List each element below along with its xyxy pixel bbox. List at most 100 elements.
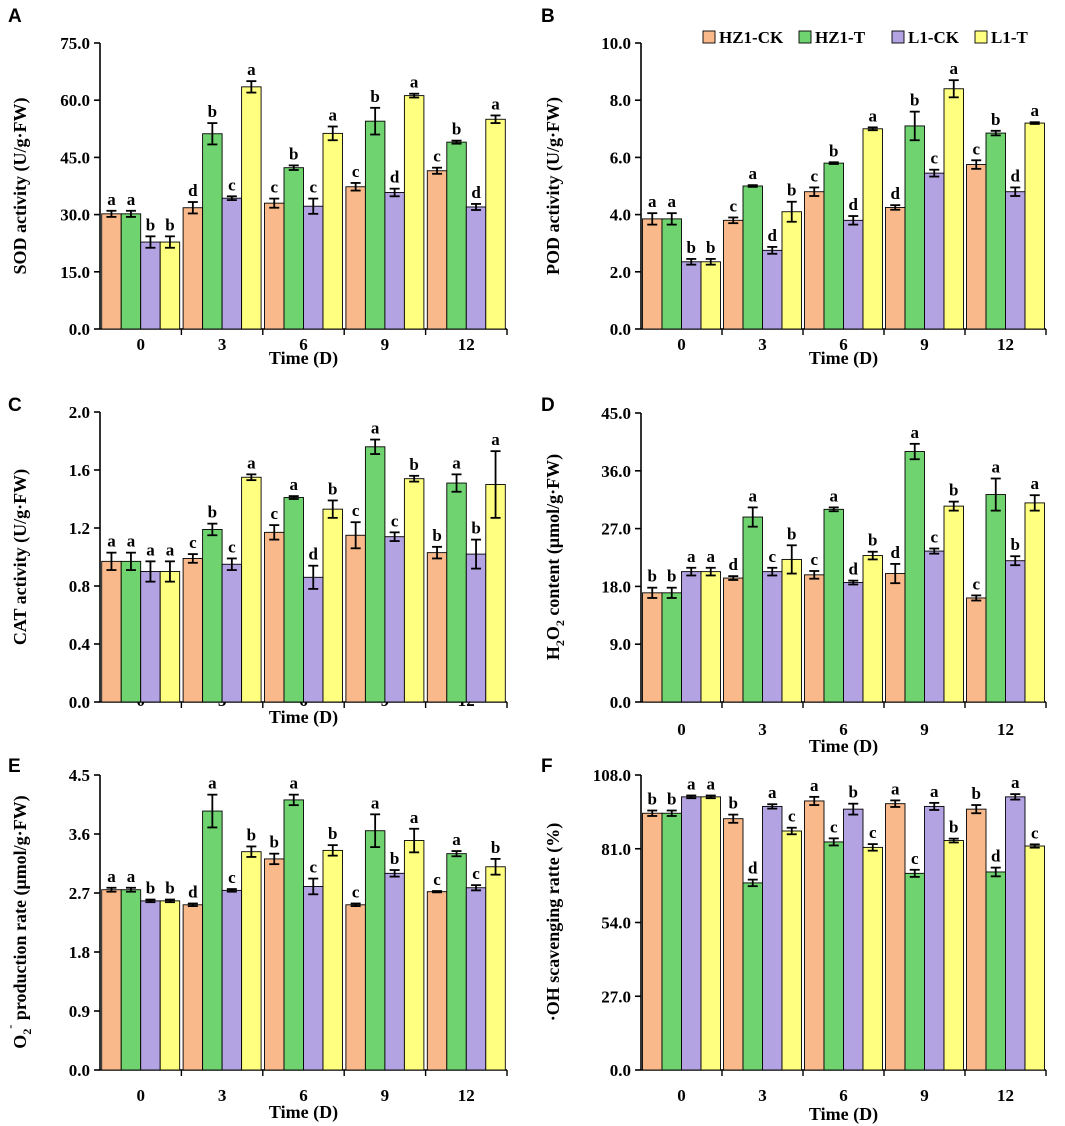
- significance-letter: c: [810, 166, 818, 185]
- bar-hz1-ck: [885, 573, 906, 703]
- bar-hz1-ck: [264, 531, 285, 703]
- x-tick-label: 6: [299, 1086, 308, 1105]
- significance-letter: a: [371, 793, 380, 812]
- significance-letter: a: [1011, 773, 1020, 792]
- significance-letter: a: [107, 190, 116, 209]
- bar-hz1-t: [283, 167, 304, 330]
- bar-hz1-t: [742, 185, 763, 330]
- bar-hz1-ck: [426, 552, 448, 703]
- significance-letter: a: [768, 783, 777, 802]
- significance-letter: a: [950, 59, 959, 78]
- bar-l1-ck: [465, 887, 487, 1071]
- significance-letter: b: [687, 238, 696, 257]
- bar-hz1-t: [823, 841, 844, 1071]
- y-tick-label: 4.5: [69, 766, 90, 785]
- significance-letter: c: [391, 511, 399, 530]
- y-tick-label: 10.0: [601, 34, 631, 53]
- y-tick-label: 54.0: [601, 914, 631, 933]
- significance-letter: b: [910, 91, 919, 110]
- bar-l1-t: [781, 830, 802, 1071]
- legend-label: L1-CK: [908, 28, 960, 47]
- x-tick-label: 12: [458, 335, 475, 354]
- x-axis-title: Time (D): [809, 348, 878, 369]
- significance-letter: a: [930, 782, 939, 801]
- y-tick-label: 30.0: [60, 206, 90, 225]
- legend-swatch-l1-t: [974, 30, 988, 44]
- bar-hz1-t: [904, 872, 925, 1071]
- panel-label: A: [8, 6, 22, 27]
- bar-l1-t: [781, 558, 802, 703]
- bar-hz1-t: [446, 853, 467, 1071]
- significance-letter: b: [787, 181, 796, 200]
- y-axis-title: SOD activity (U/g·FW): [10, 98, 31, 275]
- y-tick-label: 60.0: [60, 91, 90, 110]
- bar-hz1-ck: [723, 577, 744, 703]
- y-axis-title-part: production rate (μmol/g·FW): [10, 795, 31, 1024]
- x-tick-label: 0: [677, 335, 686, 354]
- y-tick-label: 27.0: [601, 987, 631, 1006]
- bar-l1-t: [403, 840, 425, 1071]
- significance-letter: b: [146, 215, 155, 234]
- y-axis-title-part: O: [543, 626, 563, 640]
- significance-letter: c: [352, 882, 360, 901]
- y-tick-label: 27.0: [601, 520, 631, 539]
- bar-hz1-t: [120, 889, 142, 1071]
- x-tick-label: 6: [839, 1086, 848, 1105]
- significance-letter: c: [972, 139, 980, 158]
- bar-hz1-t: [446, 141, 467, 330]
- significance-letter: a: [668, 192, 677, 211]
- legend-label: HZ1-T: [815, 28, 866, 47]
- bar-l1-t: [322, 132, 343, 330]
- bar-hz1-t: [202, 133, 223, 330]
- bar-l1-t: [159, 241, 181, 330]
- x-tick-label: 6: [839, 335, 848, 354]
- x-tick-label: 6: [839, 720, 848, 739]
- bar-l1-t: [403, 478, 425, 703]
- bar-l1-t: [241, 851, 262, 1071]
- significance-letter: b: [729, 794, 738, 813]
- bar-hz1-ck: [182, 207, 204, 330]
- y-axis-title-part: 2: [20, 1029, 34, 1035]
- bar-hz1-t: [202, 529, 223, 703]
- x-tick-label: 0: [677, 1086, 686, 1105]
- bar-hz1-ck: [642, 218, 663, 330]
- bar-hz1-t: [364, 120, 386, 330]
- significance-letter: c: [930, 149, 938, 168]
- y-tick-label: 45.0: [60, 148, 90, 167]
- bar-hz1-t: [446, 482, 467, 703]
- x-axis-title: Time (D): [809, 1104, 878, 1125]
- significance-letter: b: [146, 879, 155, 898]
- bar-l1-ck: [303, 205, 324, 330]
- panel-label: D: [541, 395, 555, 416]
- y-axis-title: H2O2 content (μmol/g·FW): [543, 454, 567, 660]
- significance-letter: a: [127, 867, 136, 886]
- y-tick-label: 2.0: [610, 263, 631, 282]
- y-tick-label: 0.9: [69, 1002, 90, 1021]
- bar-l1-ck: [384, 536, 405, 703]
- significance-letter: b: [471, 519, 480, 538]
- significance-letter: a: [911, 423, 920, 442]
- significance-letter: a: [830, 486, 839, 505]
- panel-a: A0.015.030.045.060.075.00a ab b3dbca6cbca9…: [8, 6, 508, 369]
- panel-e: E0.00.91.82.73.64.50a ab b3dacb6bacb9caba1…: [3, 756, 508, 1123]
- bar-hz1-ck: [966, 808, 987, 1071]
- bar-hz1-ck: [642, 812, 663, 1071]
- bar-l1-ck: [1005, 560, 1026, 703]
- bar-hz1-ck: [966, 164, 987, 330]
- legend: HZ1-CK HZ1-T L1-CK L1-T: [702, 28, 1029, 47]
- significance-letter: b: [491, 838, 500, 857]
- bar-l1-ck: [140, 571, 161, 703]
- y-tick-label: 1.2: [69, 519, 90, 538]
- y-tick-label: 0.4: [69, 635, 91, 654]
- bar-l1-ck: [303, 885, 324, 1071]
- x-tick-label: 3: [218, 1086, 227, 1105]
- y-axis-title-part: 2: [553, 640, 567, 646]
- significance-letter: b: [991, 110, 1000, 129]
- bar-l1-ck: [221, 889, 243, 1071]
- legend-label: HZ1-CK: [719, 28, 784, 47]
- significance-letter: c: [433, 147, 441, 166]
- significance-letter: a: [452, 453, 461, 472]
- y-tick-label: 108.0: [593, 766, 631, 785]
